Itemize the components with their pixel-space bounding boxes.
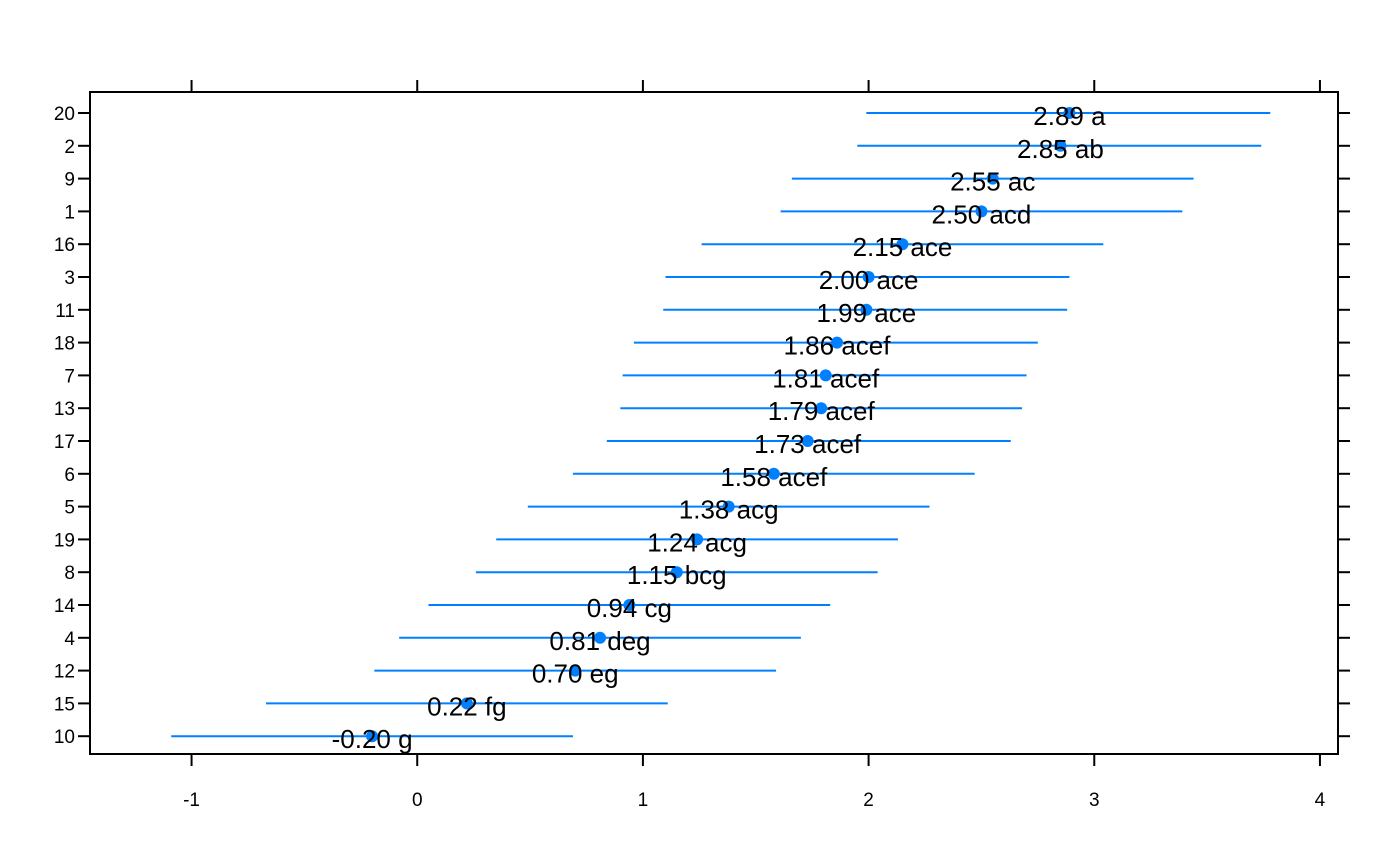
data-point [815,402,828,415]
data-point [569,664,582,677]
y-tick-label: 14 [54,596,76,617]
data-point [460,697,473,710]
y-tick-label: 11 [55,301,75,322]
x-tick-label: 3 [1089,790,1100,811]
y-tick-label: 19 [54,530,75,551]
y-tick-label: 7 [64,366,75,387]
data-label: 2.50 acd [932,199,1032,229]
data-label: 1.73 acef [754,429,862,459]
data-label: 1.15 bcg [627,560,727,590]
data-point [1054,139,1067,152]
x-tick-label: 0 [412,790,423,811]
data-point [767,467,780,480]
data-point [670,566,683,579]
data-point [860,303,873,316]
y-tick-label: 8 [64,563,75,584]
y-tick-label: 18 [54,334,75,355]
x-tick-label: 2 [863,790,874,811]
data-point [366,730,379,743]
y-tick-label: 2 [64,137,75,158]
data-point [975,205,988,218]
y-tick-label: 4 [64,629,75,650]
data-label: 2.89 a [1033,101,1106,131]
data-label: 1.58 acef [720,462,828,492]
y-tick-label: 20 [54,104,75,125]
data-label: 0.94 cg [587,593,672,623]
y-tick-label: 12 [54,662,75,683]
data-label: 0.22 fg [427,691,507,721]
panel-border [89,91,1339,755]
data-label: 1.38 acg [679,495,779,525]
y-tick-label: 13 [54,399,75,420]
data-point [1063,107,1076,119]
y-tick-label: 17 [54,432,75,453]
data-label: 1.81 acef [772,363,880,393]
y-tick-label: 5 [64,498,75,519]
data-label: 0.81 deg [549,626,650,656]
data-label: 2.85 ab [1017,134,1104,164]
data-label: 1.24 acg [647,527,747,557]
data-label: 2.55 ac [950,167,1035,197]
data-point [819,369,832,382]
data-label: 0.70 eg [532,659,619,689]
data-label: 1.86 acef [784,331,892,361]
data-label: 1.99 ace [816,298,916,328]
data-point [830,336,843,349]
data-point [623,599,636,611]
data-label: 2.15 ace [853,232,953,262]
data-point [986,172,999,185]
y-tick-label: 10 [54,727,75,748]
y-tick-label: 16 [54,235,75,256]
y-tick-label: 9 [64,170,75,191]
data-label: -0.20 g [332,724,413,754]
y-tick-label: 6 [64,465,75,486]
x-tick-label: 4 [1315,790,1326,811]
data-point [594,631,607,644]
data-point [801,435,814,447]
y-tick-label: 1 [64,202,75,223]
x-tick-label: -1 [183,790,200,811]
x-tick-label: 1 [638,790,649,811]
y-tick-label: 3 [64,268,75,289]
data-point [896,238,909,251]
data-point [722,500,735,513]
data-point [691,533,704,546]
data-point [862,271,875,283]
data-label: 1.79 acef [768,396,876,426]
data-label: 2.00 ace [819,265,919,295]
y-tick-label: 15 [54,694,75,715]
